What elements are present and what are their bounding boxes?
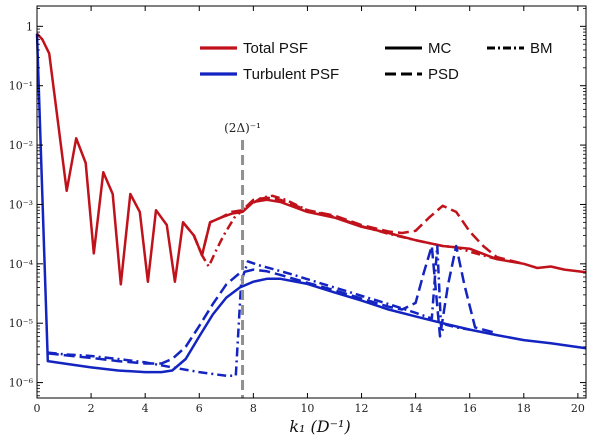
y-tick-label: 10⁻⁶ xyxy=(9,377,34,390)
x-tick-label: 12 xyxy=(355,402,369,415)
series-total-bm xyxy=(192,194,498,268)
plot-lines xyxy=(35,32,587,378)
x-tick-label: 8 xyxy=(250,402,257,415)
x-tick-label: 0 xyxy=(34,402,41,415)
y-tick-label: 10⁻¹ xyxy=(9,80,33,93)
series-total-psd xyxy=(182,196,525,266)
series-turbulent-mc xyxy=(35,33,587,374)
legend-label-total-psf: Total PSF xyxy=(243,40,308,57)
x-tick-label: 20 xyxy=(571,402,585,415)
axes-layer: 0 2 4 6 8 10 12 14 16 18 20 10⁻⁶ 10⁻⁵ 10⁻⁴ 10⁻³ 10⁻² 10⁻… xyxy=(9,5,587,415)
annotation-layer: (2Δ)⁻¹ xyxy=(224,121,261,398)
half-delta-annotation: (2Δ)⁻¹ xyxy=(224,121,261,135)
series-turbulent-bm xyxy=(47,244,470,378)
x-tick-label: 18 xyxy=(517,402,531,415)
legend-label-bm: BM xyxy=(530,40,553,57)
y-tick-label: 10⁻² xyxy=(9,139,33,152)
y-tick-label: 10⁻⁵ xyxy=(9,317,33,330)
x-tick-label: 4 xyxy=(142,402,149,415)
x-tick-label: 2 xyxy=(88,402,95,415)
legend-label-turbulent-psf: Turbulent PSF xyxy=(243,66,339,83)
x-tick-label: 6 xyxy=(196,402,203,415)
y-tick-label: 1 xyxy=(26,20,33,33)
legend-box xyxy=(192,34,572,94)
y-tick-label: 10⁻⁴ xyxy=(9,258,34,271)
x-tick-label: 16 xyxy=(463,402,477,415)
legend-label-mc: MC xyxy=(428,40,451,57)
x-axis-label: k₁ (D⁻¹) xyxy=(289,417,350,436)
plot-frame xyxy=(36,5,587,399)
x-tick-label: 10 xyxy=(300,402,314,415)
y-tick-label: 10⁻³ xyxy=(9,198,33,211)
legend: Total PSF Turbulent PSF MC PSD BM xyxy=(192,34,572,94)
x-tick-label: 14 xyxy=(409,402,423,415)
series-turbulent-psd xyxy=(47,244,498,365)
legend-label-psd: PSD xyxy=(428,66,459,83)
